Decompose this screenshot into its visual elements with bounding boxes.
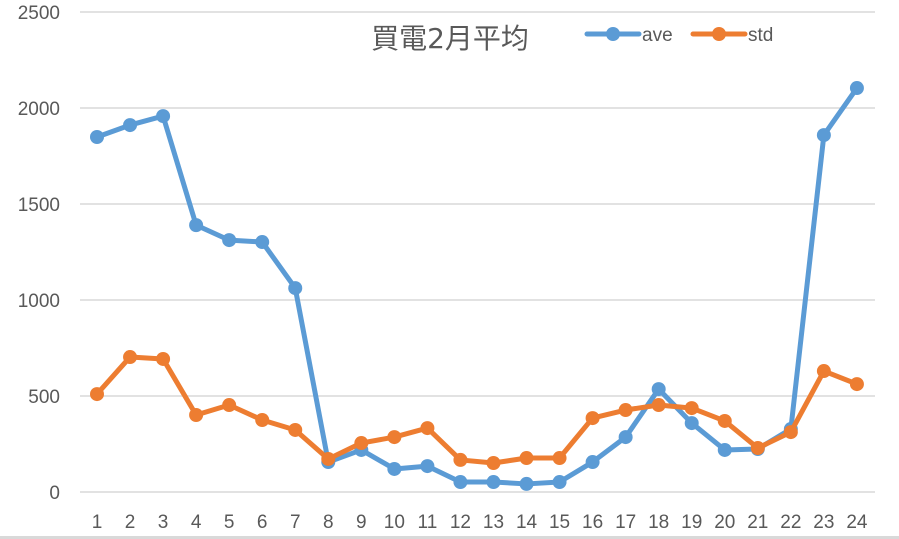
x-tick-label: 19 bbox=[681, 512, 702, 533]
data-point bbox=[222, 233, 237, 248]
data-point bbox=[189, 218, 204, 233]
x-tick-label: 23 bbox=[813, 512, 834, 533]
data-point bbox=[519, 476, 534, 491]
data-point bbox=[618, 430, 633, 445]
data-point bbox=[750, 441, 765, 456]
x-tick-label: 1 bbox=[92, 512, 103, 533]
x-tick-label: 14 bbox=[516, 512, 538, 533]
data-point bbox=[783, 425, 798, 440]
data-point bbox=[387, 461, 402, 476]
bottom-border bbox=[0, 536, 899, 539]
data-point bbox=[288, 422, 303, 437]
data-point bbox=[354, 436, 369, 451]
data-point bbox=[156, 109, 171, 124]
x-tick-label: 8 bbox=[323, 512, 334, 533]
legend: ave std bbox=[584, 25, 773, 46]
y-axis-ticks: 0 500 1000 1500 2000 2500 bbox=[18, 3, 60, 504]
data-point bbox=[90, 387, 104, 402]
data-point bbox=[189, 408, 204, 423]
x-tick-label: 18 bbox=[648, 512, 669, 533]
data-point bbox=[651, 398, 666, 413]
x-tick-label: 21 bbox=[747, 512, 768, 533]
data-point bbox=[420, 459, 435, 474]
data-point bbox=[255, 235, 270, 250]
series-ave bbox=[90, 81, 864, 491]
data-point bbox=[717, 413, 732, 428]
x-tick-label: 7 bbox=[290, 512, 301, 533]
data-point bbox=[486, 475, 501, 490]
x-tick-label: 17 bbox=[615, 512, 636, 533]
series-std bbox=[90, 350, 864, 471]
data-point bbox=[123, 350, 138, 365]
x-tick-label: 9 bbox=[356, 512, 367, 533]
data-point bbox=[618, 403, 633, 418]
data-point bbox=[552, 475, 567, 490]
data-point bbox=[651, 382, 666, 397]
data-point bbox=[486, 456, 501, 471]
data-point bbox=[255, 413, 270, 427]
data-point bbox=[585, 411, 600, 426]
data-point bbox=[90, 129, 104, 144]
data-point bbox=[321, 451, 336, 466]
data-point bbox=[684, 401, 699, 416]
chart-title: 買電2月平均 bbox=[371, 22, 529, 55]
data-point bbox=[816, 364, 831, 379]
x-tick-label: 24 bbox=[846, 512, 868, 533]
data-point bbox=[222, 398, 237, 413]
x-tick-label: 10 bbox=[384, 512, 405, 533]
x-tick-label: 3 bbox=[158, 512, 169, 533]
data-point bbox=[288, 281, 303, 296]
data-point bbox=[420, 421, 435, 436]
x-tick-label: 12 bbox=[450, 512, 471, 533]
data-point bbox=[585, 455, 600, 470]
x-tick-label: 6 bbox=[257, 512, 268, 533]
data-point bbox=[684, 416, 699, 431]
data-point bbox=[717, 442, 732, 457]
legend-label: ave bbox=[642, 25, 673, 46]
data-point bbox=[123, 118, 138, 133]
legend-label: std bbox=[748, 25, 773, 46]
legend-marker-icon bbox=[606, 27, 620, 41]
x-tick-label: 13 bbox=[483, 512, 504, 533]
x-tick-label: 2 bbox=[125, 512, 136, 533]
y-tick-label: 0 bbox=[49, 483, 60, 504]
series-lines bbox=[90, 81, 864, 491]
data-point bbox=[552, 451, 567, 466]
y-tick-label: 1500 bbox=[18, 195, 60, 216]
data-point bbox=[849, 377, 864, 392]
x-tick-label: 4 bbox=[191, 512, 202, 533]
data-point bbox=[156, 351, 171, 366]
y-tick-label: 500 bbox=[28, 387, 60, 408]
x-tick-label: 15 bbox=[549, 512, 570, 533]
x-axis-ticks: 1 2 3 4 5 6 7 8 9 10 11 12 13 14 15 16 17 18 19 20 21 22 23 24 bbox=[92, 512, 868, 533]
x-tick-label: 11 bbox=[418, 512, 438, 533]
data-point bbox=[519, 451, 534, 466]
data-point bbox=[453, 475, 468, 490]
data-point bbox=[387, 430, 402, 445]
y-tick-label: 2500 bbox=[18, 3, 60, 24]
legend-item-ave: ave bbox=[584, 25, 673, 46]
legend-marker-icon bbox=[712, 27, 726, 41]
legend-item-std: std bbox=[690, 25, 773, 46]
data-point bbox=[453, 452, 468, 467]
y-tick-label: 1000 bbox=[18, 291, 60, 312]
data-point bbox=[816, 128, 831, 143]
gridlines bbox=[80, 11, 875, 493]
data-point bbox=[849, 81, 864, 96]
x-tick-label: 20 bbox=[714, 512, 735, 533]
x-tick-label: 22 bbox=[780, 512, 801, 533]
x-tick-label: 5 bbox=[224, 512, 235, 533]
x-tick-label: 16 bbox=[582, 512, 603, 533]
y-tick-label: 2000 bbox=[18, 99, 60, 120]
